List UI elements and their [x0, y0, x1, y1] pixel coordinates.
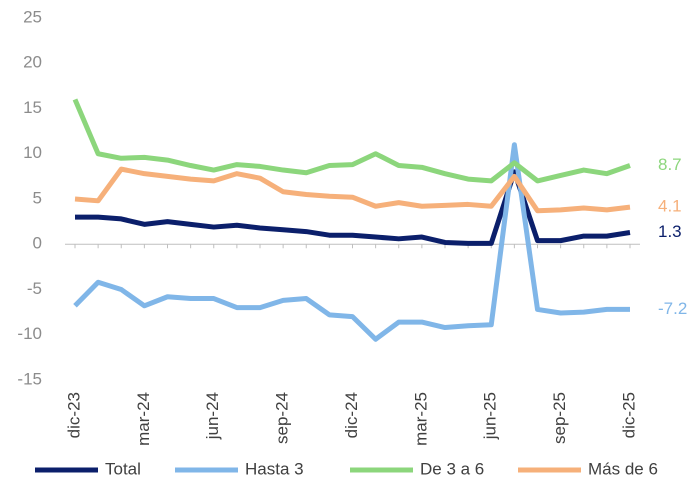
x-tick-label: jun-25: [481, 392, 500, 440]
series-line: [72, 98, 631, 184]
x-tick-label: dic-24: [342, 392, 361, 438]
x-tick-label: dic-25: [619, 392, 638, 438]
end-label: 8.7: [658, 155, 682, 174]
y-tick-label: 15: [23, 98, 42, 117]
x-tick-label: sep-25: [550, 392, 569, 444]
y-tick-label: -10: [17, 324, 42, 343]
series-line: [73, 142, 630, 342]
y-tick-label: -5: [27, 279, 42, 298]
y-tick-label: 25: [23, 7, 42, 26]
x-tick-label: mar-24: [134, 392, 153, 446]
y-tick-label: 5: [33, 188, 42, 207]
y-tick-label: -15: [17, 369, 42, 388]
end-label: -7.2: [658, 299, 687, 318]
legend-label: Total: [105, 459, 141, 478]
x-tick-label: dic-23: [64, 392, 83, 438]
y-tick-label: 10: [23, 143, 42, 162]
legend-label: De 3 a 6: [420, 459, 484, 478]
y-tick-label: 20: [23, 53, 42, 72]
x-tick-label: jun-24: [203, 392, 222, 440]
end-label: 4.1: [658, 197, 682, 216]
y-tick-label: 0: [33, 234, 42, 253]
x-tick-label: sep-24: [273, 392, 292, 444]
series-line: [75, 169, 631, 246]
series-line: [74, 166, 631, 214]
end-label: 1.3: [658, 222, 682, 241]
x-tick-label: mar-25: [411, 392, 430, 446]
legend-label: Hasta 3: [245, 459, 304, 478]
legend-label: Más de 6: [588, 459, 658, 478]
